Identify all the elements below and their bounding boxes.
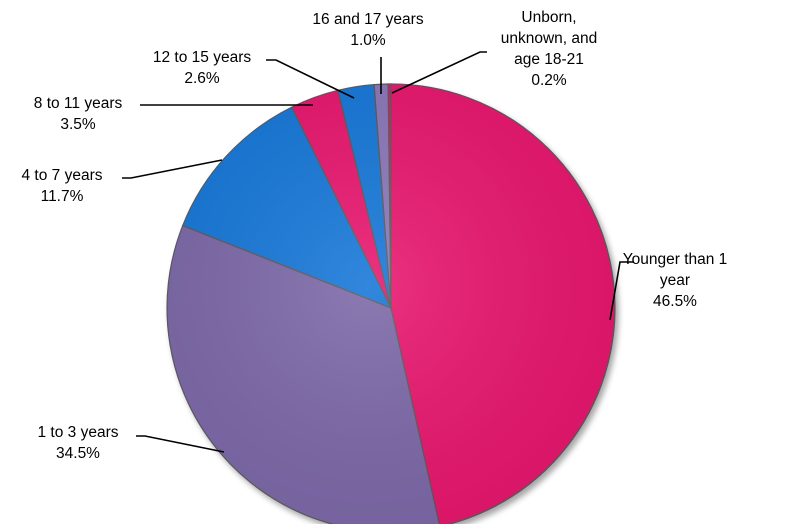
slice-label: 1 to 3 years 34.5%	[38, 424, 119, 462]
slice-label: 12 to 15 years 2.6%	[153, 49, 251, 87]
leader-line	[391, 51, 487, 94]
slice-name-label: year	[660, 272, 690, 289]
slice-value-label: 0.2%	[531, 72, 567, 89]
slice-name-label: Unborn,	[521, 9, 576, 26]
leader-lines	[122, 51, 634, 453]
slice-label: 16 and 17 years 1.0%	[312, 11, 423, 49]
slice-name-label: Younger than 1	[623, 251, 728, 268]
pie-slices	[166, 83, 616, 524]
slice-name-label: 8 to 11 years	[34, 95, 123, 112]
slice-value-label: 46.5%	[653, 293, 697, 310]
slice-name-label: 4 to 7 years	[22, 167, 103, 184]
slice-label: Unborn, unknown, and age 18-21 0.2%	[501, 9, 598, 89]
slice-label: 8 to 11 years 3.5%	[34, 95, 123, 133]
leader-line	[609, 261, 634, 321]
slice-name-label: 12 to 15 years	[153, 49, 251, 66]
slice-value-label: 3.5%	[60, 116, 96, 133]
slice-label: 4 to 7 years 11.7%	[22, 167, 103, 205]
leader-line	[122, 159, 223, 179]
leader-line	[266, 59, 355, 99]
slice-name-label: 1 to 3 years	[38, 424, 119, 441]
slice-name-label: 16 and 17 years	[312, 11, 423, 28]
leader-line	[136, 435, 225, 453]
slice-label: Younger than 1 year 46.5%	[623, 251, 728, 310]
slice-value-label: 1.0%	[350, 32, 386, 49]
slice-value-label: 11.7%	[41, 188, 84, 205]
slice-name-label: age 18-21	[514, 51, 584, 68]
slice-labels: Younger than 1 year 46.5% 1 to 3 years 34.5%…	[22, 9, 728, 462]
slice-value-label: 34.5%	[56, 445, 100, 462]
slice-name-label: unknown, and	[501, 30, 598, 47]
slice-value-label: 2.6%	[184, 70, 220, 87]
